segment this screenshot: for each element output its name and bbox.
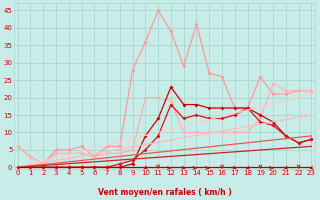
X-axis label: Vent moyen/en rafales ( km/h ): Vent moyen/en rafales ( km/h ) — [98, 188, 231, 197]
